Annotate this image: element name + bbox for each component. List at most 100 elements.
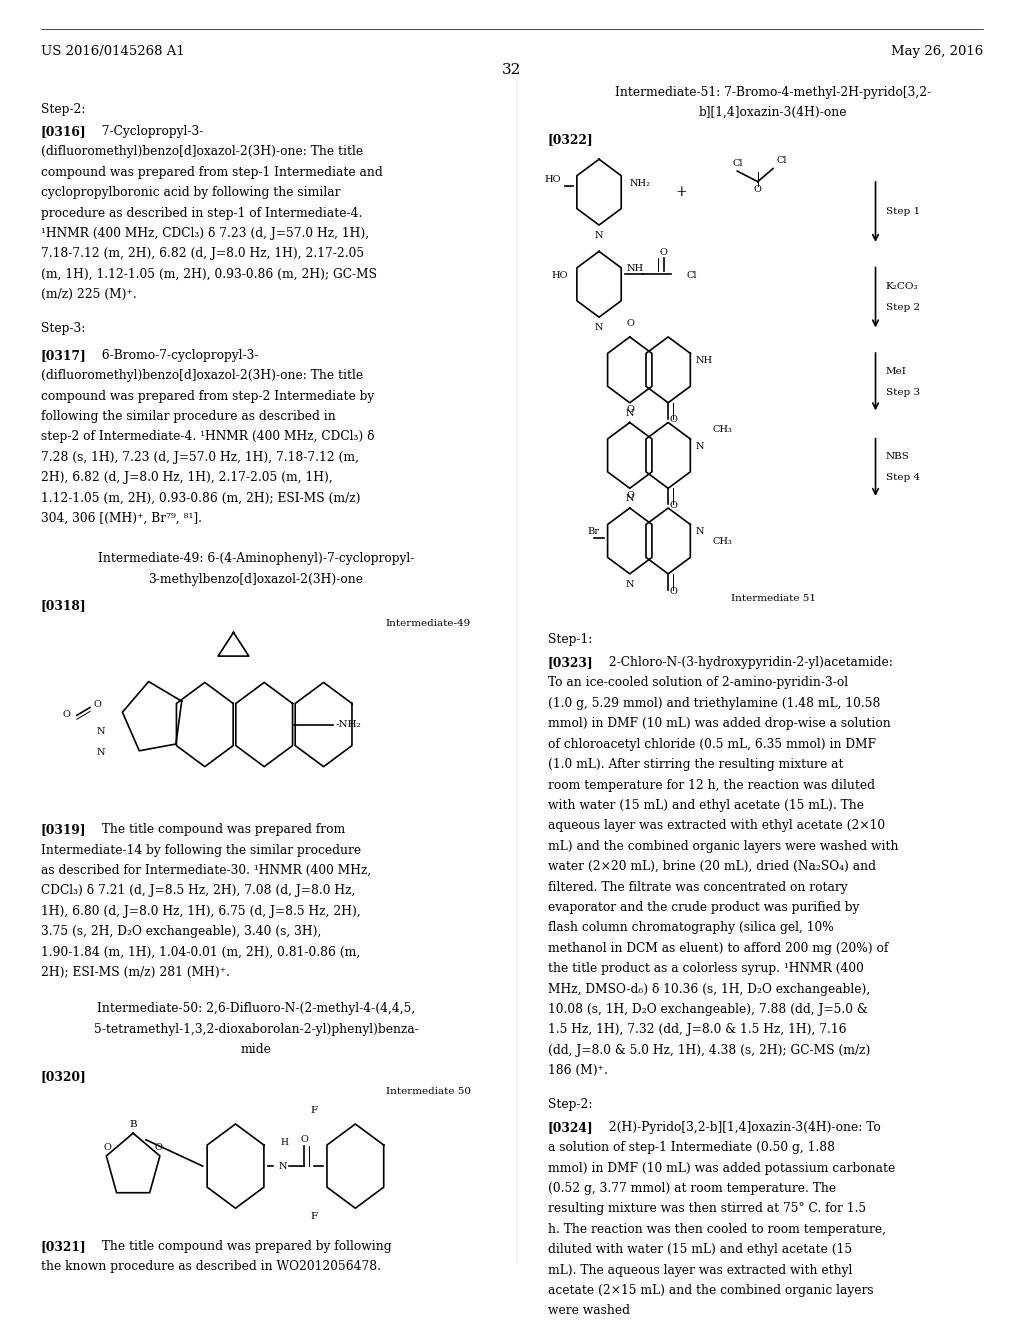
Text: [0323]: [0323] (548, 656, 594, 669)
Text: F: F (311, 1212, 317, 1221)
Text: O: O (627, 319, 635, 329)
Text: ¹HNMR (400 MHz, CDCl₃) δ 7.23 (d, J=57.0 Hz, 1H),: ¹HNMR (400 MHz, CDCl₃) δ 7.23 (d, J=57.0… (41, 227, 369, 240)
Text: Step-2:: Step-2: (548, 1098, 592, 1110)
Text: The title compound was prepared from: The title compound was prepared from (94, 824, 345, 837)
Text: room temperature for 12 h, the reaction was diluted: room temperature for 12 h, the reaction … (548, 779, 874, 792)
Text: 1.5 Hz, 1H), 7.32 (dd, J=8.0 & 1.5 Hz, 1H), 7.16: 1.5 Hz, 1H), 7.32 (dd, J=8.0 & 1.5 Hz, 1… (548, 1023, 847, 1036)
Text: 186 (M)⁺.: 186 (M)⁺. (548, 1064, 607, 1077)
Text: N: N (96, 727, 104, 735)
Text: compound was prepared from step-2 Intermediate by: compound was prepared from step-2 Interm… (41, 389, 374, 403)
Text: mmol) in DMF (10 mL) was added potassium carbonate: mmol) in DMF (10 mL) was added potassium… (548, 1162, 895, 1175)
Text: F: F (311, 1106, 317, 1115)
Text: Step 3: Step 3 (886, 388, 920, 397)
Text: flash column chromatography (silica gel, 10%: flash column chromatography (silica gel,… (548, 921, 834, 935)
Text: O: O (103, 1143, 112, 1152)
Text: methanol in DCM as eluent) to afford 200 mg (20%) of: methanol in DCM as eluent) to afford 200… (548, 941, 888, 954)
Text: O: O (670, 586, 677, 595)
Text: Step-3:: Step-3: (41, 322, 85, 335)
Text: O: O (659, 248, 668, 257)
Text: 7.18-7.12 (m, 2H), 6.82 (d, J=8.0 Hz, 1H), 2.17-2.05: 7.18-7.12 (m, 2H), 6.82 (d, J=8.0 Hz, 1H… (41, 247, 365, 260)
Text: as described for Intermediate-30. ¹HNMR (400 MHz,: as described for Intermediate-30. ¹HNMR … (41, 865, 372, 876)
Text: h. The reaction was then cooled to room temperature,: h. The reaction was then cooled to room … (548, 1222, 886, 1236)
Text: 6-Bromo-7-cyclopropyl-3-: 6-Bromo-7-cyclopropyl-3- (94, 348, 259, 362)
Text: HO: HO (545, 176, 561, 185)
Text: 7-Cyclopropyl-3-: 7-Cyclopropyl-3- (94, 125, 204, 139)
Text: (1.0 g, 5.29 mmol) and triethylamine (1.48 mL, 10.58: (1.0 g, 5.29 mmol) and triethylamine (1.… (548, 697, 881, 710)
Text: following the similar procedure as described in: following the similar procedure as descr… (41, 411, 336, 422)
Text: MeI: MeI (886, 367, 906, 376)
Text: 1.12-1.05 (m, 2H), 0.93-0.86 (m, 2H); ESI-MS (m/z): 1.12-1.05 (m, 2H), 0.93-0.86 (m, 2H); ES… (41, 491, 360, 504)
Text: -NH₂: -NH₂ (336, 719, 361, 729)
Text: Cl: Cl (686, 271, 696, 280)
Text: Cl: Cl (732, 158, 742, 168)
Text: CH₃: CH₃ (713, 425, 732, 434)
Text: N: N (626, 579, 634, 589)
Text: O: O (300, 1135, 308, 1144)
Text: Step-2:: Step-2: (41, 103, 85, 116)
Text: N: N (96, 748, 104, 756)
Text: O: O (670, 416, 677, 425)
Text: The title compound was prepared by following: The title compound was prepared by follo… (94, 1239, 392, 1253)
Text: [0318]: [0318] (41, 599, 87, 612)
Text: (difluoromethyl)benzo[d]oxazol-2(3H)-one: The title: (difluoromethyl)benzo[d]oxazol-2(3H)-one… (41, 145, 364, 158)
Text: H: H (281, 1138, 289, 1147)
Text: N: N (595, 231, 603, 240)
Text: O: O (93, 701, 101, 709)
Text: Intermediate-14 by following the similar procedure: Intermediate-14 by following the similar… (41, 843, 361, 857)
Text: Step-1:: Step-1: (548, 634, 592, 645)
Text: O: O (627, 405, 635, 414)
Text: +: + (675, 185, 687, 199)
Text: O: O (627, 491, 635, 499)
Text: 3-methylbenzo[d]oxazol-2(3H)-one: 3-methylbenzo[d]oxazol-2(3H)-one (148, 573, 364, 586)
Text: 3.75 (s, 2H, D₂O exchangeable), 3.40 (s, 3H),: 3.75 (s, 2H, D₂O exchangeable), 3.40 (s,… (41, 925, 322, 939)
Text: mL) and the combined organic layers were washed with: mL) and the combined organic layers were… (548, 840, 898, 853)
Text: O: O (670, 502, 677, 510)
Text: mmol) in DMF (10 mL) was added drop-wise a solution: mmol) in DMF (10 mL) was added drop-wise… (548, 717, 891, 730)
Text: Intermediate 50: Intermediate 50 (386, 1088, 471, 1096)
Text: Intermediate-49: 6-(4-Aminophenyl)-7-cyclopropyl-: Intermediate-49: 6-(4-Aminophenyl)-7-cyc… (98, 552, 414, 565)
Text: 32: 32 (503, 63, 521, 77)
Text: resulting mixture was then stirred at 75° C. for 1.5: resulting mixture was then stirred at 75… (548, 1203, 866, 1216)
Text: HO: HO (552, 271, 568, 280)
Text: filtered. The filtrate was concentrated on rotary: filtered. The filtrate was concentrated … (548, 880, 848, 894)
Text: 304, 306 [(MH)⁺, Br⁷⁹, ⁸¹].: 304, 306 [(MH)⁺, Br⁷⁹, ⁸¹]. (41, 512, 202, 525)
Text: N: N (626, 495, 634, 503)
Text: 5-tetramethyl-1,3,2-dioxaborolan-2-yl)phenyl)benza-: 5-tetramethyl-1,3,2-dioxaborolan-2-yl)ph… (93, 1023, 419, 1036)
Text: K₂CO₃: K₂CO₃ (886, 282, 919, 292)
Text: compound was prepared from step-1 Intermediate and: compound was prepared from step-1 Interm… (41, 166, 383, 178)
Text: Step 1: Step 1 (886, 207, 920, 216)
Text: the known procedure as described in WO2012056478.: the known procedure as described in WO20… (41, 1261, 381, 1274)
Text: N: N (595, 323, 603, 333)
Text: NBS: NBS (886, 453, 909, 461)
Text: 2(H)-Pyrido[3,2-b][1,4]oxazin-3(4H)-one: To: 2(H)-Pyrido[3,2-b][1,4]oxazin-3(4H)-one:… (601, 1121, 881, 1134)
Text: cyclopropylboronic acid by following the similar: cyclopropylboronic acid by following the… (41, 186, 340, 199)
Text: b][1,4]oxazin-3(4H)-one: b][1,4]oxazin-3(4H)-one (698, 106, 848, 119)
Text: US 2016/0145268 A1: US 2016/0145268 A1 (41, 45, 184, 58)
Text: 1.90-1.84 (m, 1H), 1.04-0.01 (m, 2H), 0.81-0.86 (m,: 1.90-1.84 (m, 1H), 1.04-0.01 (m, 2H), 0.… (41, 945, 360, 958)
Text: To an ice-cooled solution of 2-amino-pyridin-3-ol: To an ice-cooled solution of 2-amino-pyr… (548, 676, 848, 689)
Text: [0317]: [0317] (41, 348, 87, 362)
Text: N: N (696, 528, 705, 536)
Text: 2H); ESI-MS (m/z) 281 (MH)⁺.: 2H); ESI-MS (m/z) 281 (MH)⁺. (41, 966, 230, 979)
Text: procedure as described in step-1 of Intermediate-4.: procedure as described in step-1 of Inte… (41, 207, 362, 219)
Text: Intermediate-51: 7-Bromo-4-methyl-2H-pyrido[3,2-: Intermediate-51: 7-Bromo-4-methyl-2H-pyr… (615, 86, 931, 99)
Text: NH: NH (627, 264, 644, 273)
Text: [0320]: [0320] (41, 1071, 87, 1082)
Text: with water (15 mL) and ethyl acetate (15 mL). The: with water (15 mL) and ethyl acetate (15… (548, 799, 864, 812)
Text: 10.08 (s, 1H, D₂O exchangeable), 7.88 (dd, J=5.0 &: 10.08 (s, 1H, D₂O exchangeable), 7.88 (d… (548, 1003, 867, 1016)
Text: water (2×20 mL), brine (20 mL), dried (Na₂SO₄) and: water (2×20 mL), brine (20 mL), dried (N… (548, 861, 876, 873)
Text: Step 4: Step 4 (886, 474, 920, 482)
Text: N: N (626, 409, 634, 418)
Text: acetate (2×15 mL) and the combined organic layers: acetate (2×15 mL) and the combined organ… (548, 1284, 873, 1298)
Text: 7.28 (s, 1H), 7.23 (d, J=57.0 Hz, 1H), 7.18-7.12 (m,: 7.28 (s, 1H), 7.23 (d, J=57.0 Hz, 1H), 7… (41, 451, 359, 463)
Text: evaporator and the crude product was purified by: evaporator and the crude product was pur… (548, 902, 859, 913)
Text: were washed: were washed (548, 1304, 630, 1317)
Text: Step 2: Step 2 (886, 304, 920, 313)
Text: Intermediate-49: Intermediate-49 (386, 619, 471, 628)
Text: N: N (696, 442, 705, 451)
Text: (m/z) 225 (M)⁺.: (m/z) 225 (M)⁺. (41, 288, 137, 301)
Text: [0324]: [0324] (548, 1121, 594, 1134)
Text: Intermediate 51: Intermediate 51 (730, 594, 816, 603)
Text: (0.52 g, 3.77 mmol) at room temperature. The: (0.52 g, 3.77 mmol) at room temperature.… (548, 1181, 836, 1195)
Text: CDCl₃) δ 7.21 (d, J=8.5 Hz, 2H), 7.08 (d, J=8.0 Hz,: CDCl₃) δ 7.21 (d, J=8.5 Hz, 2H), 7.08 (d… (41, 884, 355, 898)
